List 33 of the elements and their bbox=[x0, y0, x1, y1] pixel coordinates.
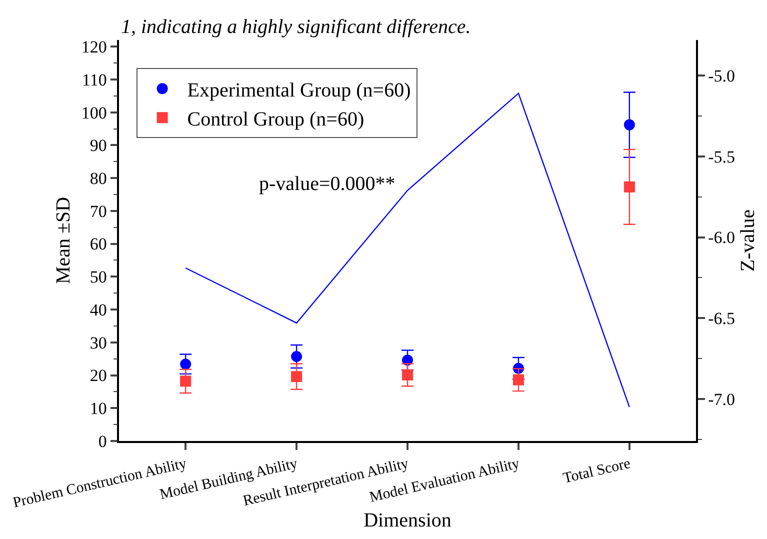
annotation: p-value=0.000** bbox=[259, 173, 396, 195]
y2-tick-label: -5.0 bbox=[708, 66, 736, 86]
legend-label: Control Group (n=60) bbox=[187, 108, 364, 130]
point bbox=[624, 181, 635, 192]
y-tick-label: 40 bbox=[90, 300, 107, 320]
y-tick-label: 20 bbox=[90, 366, 107, 386]
y-tick-label: 70 bbox=[90, 202, 107, 221]
y-axis-title: Mean ±SD bbox=[52, 196, 74, 284]
y-tick-label: 100 bbox=[81, 103, 107, 122]
x-axis-title: Dimension bbox=[364, 510, 452, 532]
legend-label: Experimental Group (n=60) bbox=[187, 79, 411, 102]
y-tick-label: 60 bbox=[90, 234, 107, 254]
y2-axis-title: Z-value bbox=[737, 209, 760, 272]
y-tick-label: 80 bbox=[90, 169, 107, 188]
y2-tick-label: -6.5 bbox=[708, 309, 736, 328]
point bbox=[402, 369, 413, 380]
y-tick-label: 50 bbox=[90, 268, 107, 287]
y-tick-label: 0 bbox=[98, 432, 107, 451]
y-tick-label: 10 bbox=[90, 399, 107, 418]
point bbox=[291, 371, 302, 382]
x-tick-label: Total Score bbox=[562, 456, 632, 487]
point bbox=[512, 374, 524, 386]
y-tick-label: 90 bbox=[90, 136, 107, 156]
point bbox=[180, 376, 192, 387]
text: 1, indicating a highly significant difference. bbox=[121, 16, 471, 38]
y2-tick-label: -7.0 bbox=[708, 390, 736, 409]
y-tick-label: 30 bbox=[90, 333, 107, 352]
point bbox=[291, 351, 302, 362]
y2-tick-label: -5.5 bbox=[708, 147, 736, 166]
y-tick-label: 120 bbox=[81, 38, 107, 57]
point bbox=[624, 119, 635, 130]
y2-tick-label: -6.0 bbox=[708, 228, 736, 248]
y-tick-label: 110 bbox=[82, 70, 107, 90]
